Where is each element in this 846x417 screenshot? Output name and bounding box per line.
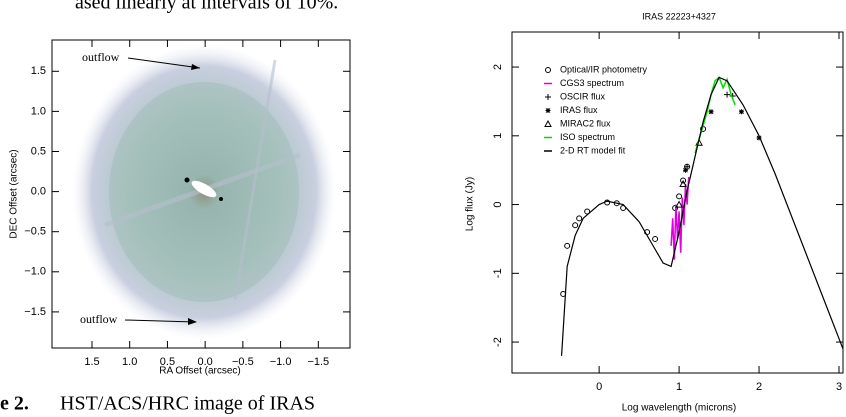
y-tick-label: −0.5 (24, 226, 46, 238)
point (682, 167, 688, 173)
legend-label: ISO spectrum (560, 132, 615, 142)
legend-label: 2-D RT model fit (560, 145, 626, 155)
point (679, 179, 687, 187)
series-line (694, 76, 736, 154)
arrow (124, 319, 196, 323)
y-axis-label: DEC Offset (arcsec) (9, 149, 20, 238)
x-tick-label: −1.0 (270, 356, 292, 368)
y-tick-label: 2 (492, 64, 504, 70)
legend-swatch (545, 94, 551, 100)
body-text: ased linearly at intervals of 10%. (75, 0, 338, 14)
legend-label: MIRAC2 flux (560, 118, 611, 128)
y-tick-label: 1 (492, 133, 504, 139)
legend-swatch (545, 67, 551, 73)
legend-label: Optical/IR photometry (560, 64, 648, 74)
legend-label: CGS3 spectrum (560, 78, 624, 88)
y-tick-label: 0.0 (31, 186, 46, 198)
x-tick-label: 0.0 (198, 356, 213, 368)
point (564, 242, 571, 249)
point (738, 109, 744, 115)
arrowhead (188, 318, 197, 325)
point (708, 109, 714, 115)
y-tick-label: −1.5 (24, 306, 46, 318)
y-axis-label: Log flux (Jy) (465, 177, 476, 231)
legend-label: OSCIR flux (560, 91, 606, 101)
point (676, 193, 683, 200)
x-tick-label: −0.5 (232, 356, 254, 368)
y-tick-label: -1 (492, 268, 504, 278)
x-tick-label: 1.0 (122, 356, 137, 368)
legend-swatch (545, 108, 551, 113)
point (652, 235, 659, 242)
point (756, 135, 762, 141)
y-tick-label: −1.0 (24, 266, 46, 278)
plot-frame (51, 39, 351, 349)
point (680, 177, 687, 184)
y-tick-label: 0.5 (31, 145, 46, 157)
y-tick-label: 1.5 (31, 65, 46, 77)
annotation: outflow (82, 50, 120, 64)
y-tick-label: -2 (492, 337, 504, 347)
x-tick-label: 1.5 (84, 356, 99, 368)
x-axis-label: Log wavelength (microns) (622, 403, 737, 414)
legend-label: IRAS flux (560, 105, 598, 115)
point (572, 222, 579, 229)
arrow (127, 57, 201, 69)
x-tick-label: 0.5 (160, 356, 175, 368)
x-axis-label: RA Offset (arcsec) (159, 366, 241, 377)
series-line (560, 76, 844, 356)
x-tick-label: 3 (836, 381, 842, 393)
point (675, 200, 683, 208)
point (584, 208, 591, 215)
x-tick-label: −1.5 (307, 356, 329, 368)
arrowhead (191, 64, 200, 70)
point (576, 215, 583, 222)
annotation: outflow (80, 312, 118, 326)
nebula-image (72, 44, 336, 340)
y-tick-label: 0 (492, 202, 504, 208)
point (724, 91, 731, 98)
y-tick-label: 1.0 (31, 105, 46, 117)
x-tick-label: 1 (676, 381, 682, 393)
series-line (670, 177, 690, 260)
x-tick-label: 2 (756, 381, 762, 393)
chart-title: IRAS 22223+4327 (642, 11, 716, 21)
caption-label: e 2. (0, 393, 29, 415)
legend-swatch (544, 119, 552, 127)
caption-text: HST/ACS/HRC image of IRAS (60, 393, 315, 415)
plot-frame (511, 31, 844, 374)
x-tick-label: 0 (596, 381, 602, 393)
